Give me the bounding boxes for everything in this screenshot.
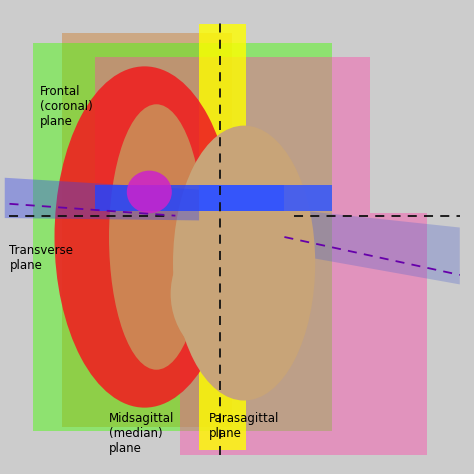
Ellipse shape — [55, 66, 235, 408]
Polygon shape — [5, 178, 199, 220]
Ellipse shape — [173, 126, 315, 401]
Polygon shape — [95, 57, 370, 213]
Polygon shape — [95, 185, 284, 211]
Ellipse shape — [109, 104, 204, 370]
Polygon shape — [261, 206, 460, 284]
Polygon shape — [33, 43, 332, 431]
Text: Parasagittal
plane: Parasagittal plane — [209, 412, 279, 440]
Ellipse shape — [127, 171, 172, 213]
Text: Midsagittal
(median)
plane: Midsagittal (median) plane — [109, 412, 174, 456]
Polygon shape — [199, 24, 246, 450]
Ellipse shape — [171, 223, 303, 365]
Text: Frontal
(coronal)
plane: Frontal (coronal) plane — [40, 85, 93, 128]
Text: Transverse
plane: Transverse plane — [9, 244, 73, 272]
Polygon shape — [180, 213, 427, 455]
Polygon shape — [62, 33, 232, 427]
Polygon shape — [199, 185, 332, 211]
